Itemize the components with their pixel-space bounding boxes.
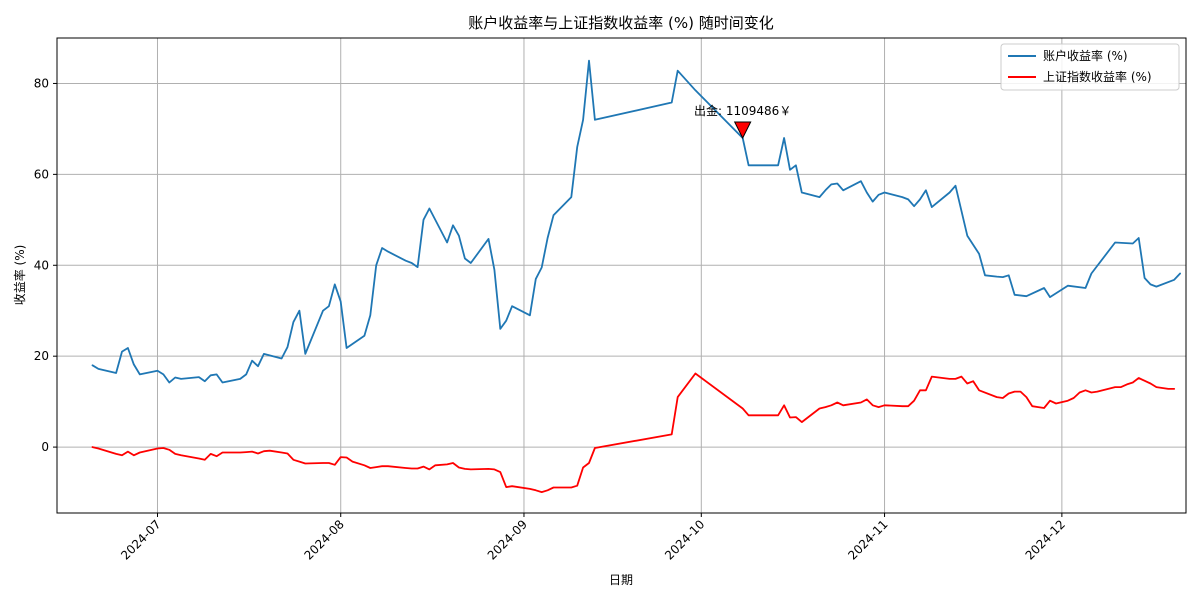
legend-label-index: 上证指数收益率 (%)	[1043, 69, 1152, 84]
y-tick-label: 80	[34, 76, 49, 90]
y-axis-label: 收益率 (%)	[12, 245, 27, 306]
y-tick-label: 40	[34, 258, 49, 272]
annotation-label: 出金: 1109486￥	[694, 103, 791, 118]
annotation-marker	[733, 121, 752, 140]
legend: 账户收益率 (%) 上证指数收益率 (%)	[1000, 43, 1180, 91]
y-tick-label: 0	[41, 440, 49, 454]
x-axis-label: 日期	[609, 573, 633, 587]
chart-title: 账户收益率与上证指数收益率 (%) 随时间变化	[468, 14, 774, 32]
y-tick-label: 20	[34, 349, 49, 363]
annotations: 出金: 1109486￥	[694, 103, 791, 140]
legend-label-account: 账户收益率 (%)	[1043, 48, 1128, 63]
plot-frame	[56, 37, 1187, 514]
series-lines	[91, 59, 1181, 493]
series-line-index	[91, 372, 1176, 493]
series-line-account	[91, 59, 1181, 384]
legend-box	[1000, 43, 1180, 91]
grid-lines	[57, 38, 1186, 513]
y-tick-label: 60	[34, 167, 49, 181]
